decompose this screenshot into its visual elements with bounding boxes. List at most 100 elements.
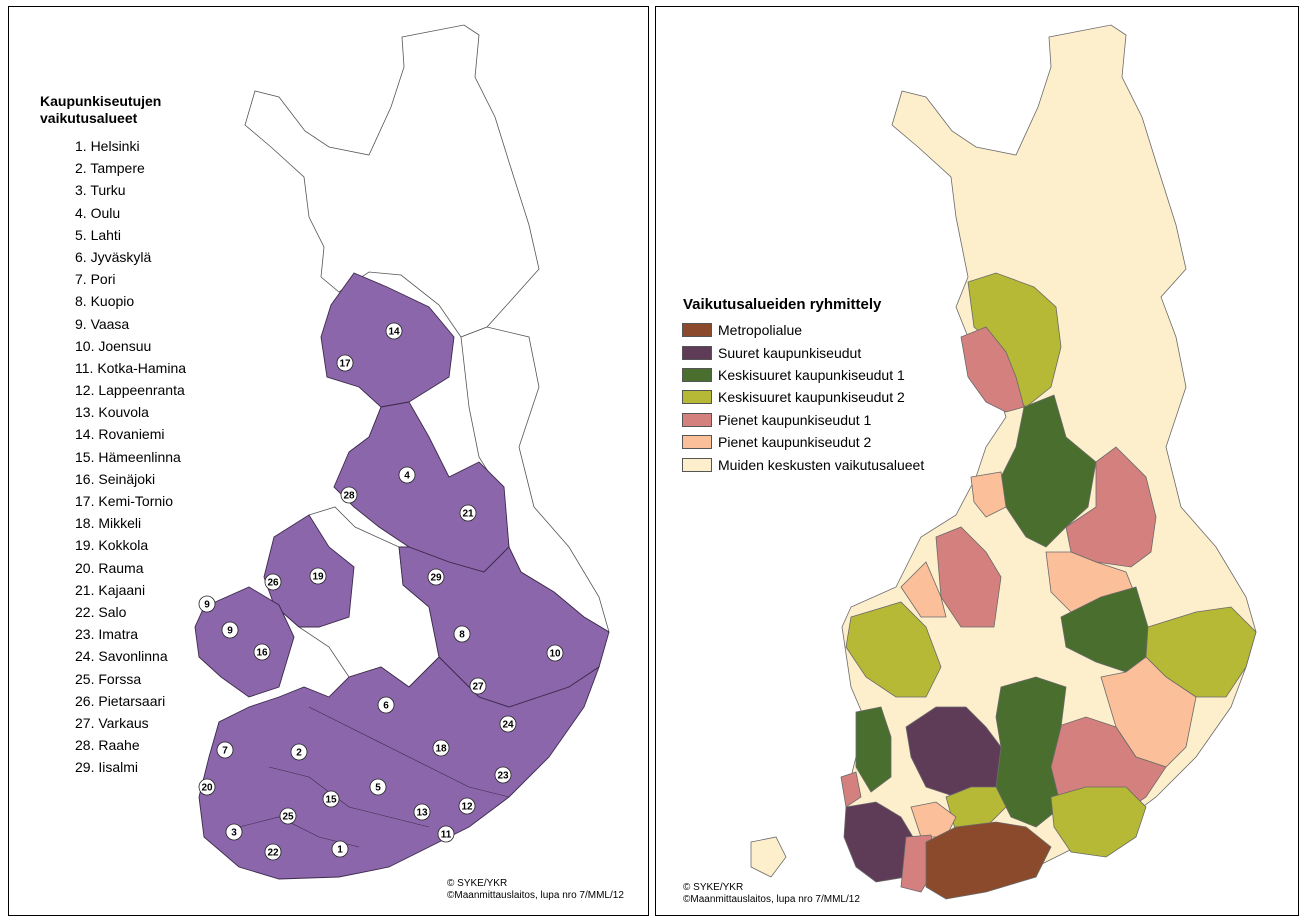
list-item: 14. Rovaniemi — [75, 426, 165, 443]
region-borders — [238, 406, 510, 848]
list-item: 29. Iisalmi — [75, 759, 139, 776]
legend-label: Pienet kaupunkiseudut 1 — [718, 411, 872, 428]
svg-text:1: 1 — [337, 845, 343, 856]
svg-text:21: 21 — [462, 509, 474, 520]
legend-item: Keskisuuret kaupunkiseudut 2 — [682, 386, 924, 408]
right-map-panel: Vaikutusalueiden ryhmittely Metropolialu… — [655, 6, 1299, 916]
svg-text:13: 13 — [416, 808, 428, 819]
legend-label: Keskisuuret kaupunkiseudut 1 — [718, 366, 905, 383]
list-item: 12. Lappeenranta — [75, 382, 185, 399]
area-small-2 — [900, 561, 947, 618]
svg-text:8: 8 — [459, 630, 465, 641]
svg-text:5: 5 — [375, 783, 381, 794]
legend-label: Keskisuuret kaupunkiseudut 2 — [718, 389, 905, 406]
svg-text:14: 14 — [388, 327, 400, 338]
list-item: 2. Tampere — [75, 160, 145, 177]
area-small-1 — [935, 526, 1002, 628]
svg-text:10: 10 — [549, 649, 561, 660]
svg-text:15: 15 — [325, 795, 337, 806]
svg-text:23: 23 — [497, 771, 509, 782]
area-mid-2 — [845, 601, 942, 698]
list-item: 17. Kemi-Tornio — [75, 493, 174, 509]
legend-swatch — [682, 345, 712, 360]
svg-text:12: 12 — [461, 802, 473, 813]
svg-text:25: 25 — [282, 812, 294, 823]
svg-text:3: 3 — [231, 828, 237, 839]
area-mid-1 — [995, 676, 1067, 828]
legend-item: Pienet kaupunkiseudut 2 — [682, 431, 924, 453]
legend-label: Metropolialue — [718, 322, 803, 339]
grouping-areas — [750, 24, 1257, 900]
list-item: 27. Varkaus — [75, 714, 149, 731]
svg-text:9: 9 — [227, 626, 233, 637]
finland-map-grouping — [750, 24, 1257, 900]
list-item: 28. Raahe — [75, 737, 140, 754]
list-item: 15. Hämeenlinna — [75, 448, 181, 465]
legend-item: Metropolialue — [682, 319, 924, 341]
area-mid-1 — [855, 706, 892, 793]
list-item: 19. Kokkola — [75, 537, 149, 554]
left-map-panel: 14 17 4 28 21 29 26 19 9 9 16 8 10 27 6 … — [8, 6, 649, 916]
legend-item: Keskisuuret kaupunkiseudut 1 — [682, 364, 924, 386]
legend-label: Pienet kaupunkiseudut 2 — [718, 434, 872, 451]
area-small-2 — [910, 801, 957, 838]
list-item: 1. Helsinki — [75, 138, 140, 154]
finland-map-influence-areas: 14 17 4 28 21 29 26 19 9 9 16 8 10 27 6 … — [194, 24, 610, 880]
list-item: 9. Vaasa — [75, 315, 130, 332]
list-item: 5. Lahti — [75, 226, 121, 243]
list-item: 13. Kouvola — [75, 404, 149, 421]
svg-text:17: 17 — [339, 359, 351, 370]
list-item: 26. Pietarsaari — [75, 692, 166, 709]
influence-areas — [194, 272, 610, 880]
legend-title: Vaikutusalueiden ryhmittely — [683, 296, 882, 313]
legend-swatch — [682, 323, 712, 338]
list-item: 23. Imatra — [75, 626, 139, 643]
svg-text:11: 11 — [441, 830, 452, 841]
svg-text:27: 27 — [472, 682, 484, 693]
area-other — [750, 836, 787, 878]
map-number-markers: 14 17 4 28 21 29 26 19 9 9 16 8 10 27 6 … — [198, 322, 564, 861]
legend-swatch — [682, 390, 712, 405]
svg-text:26: 26 — [267, 578, 279, 589]
svg-text:20: 20 — [201, 783, 213, 794]
svg-text:6: 6 — [383, 701, 389, 712]
list-item: 7. Pori — [75, 271, 116, 288]
svg-text:24: 24 — [502, 720, 514, 731]
list-item: 20. Rauma — [75, 559, 144, 576]
grouping-legend: Metropolialue Suuret kaupunkiseudut Kesk… — [682, 319, 924, 476]
legend-swatch — [682, 412, 712, 427]
copyright-line: © SYKE/YKR — [683, 882, 744, 893]
svg-text:7: 7 — [222, 746, 228, 757]
area-large — [905, 706, 1002, 798]
svg-text:9: 9 — [204, 600, 210, 611]
svg-text:22: 22 — [267, 848, 279, 859]
area-mid-2 — [1050, 786, 1147, 858]
legend-swatch — [682, 457, 712, 472]
area-metro — [925, 821, 1052, 900]
list-item: 8. Kuopio — [75, 293, 135, 310]
legend-item: Suuret kaupunkiseudut — [682, 341, 924, 363]
legend-item: Muiden keskusten vaikutusalueet — [682, 453, 924, 475]
list-item: 6. Jyväskylä — [75, 248, 152, 265]
list-item: 11. Kotka-Hamina — [75, 359, 187, 376]
area-mid-1 — [1000, 394, 1097, 548]
svg-text:29: 29 — [430, 573, 442, 584]
list-item: 10. Joensuu — [75, 337, 152, 354]
list-item: 21. Kajaani — [75, 581, 146, 598]
copyright-notice: © SYKE/YKR ©Maanmittauslaitos, lupa nro … — [683, 882, 860, 906]
region-list: 1. Helsinki 2. Tampere 3. Turku 4. Oulu … — [75, 135, 186, 778]
list-item: 25. Forssa — [75, 670, 142, 687]
legend-swatch — [682, 435, 712, 450]
legend-item: Pienet kaupunkiseudut 1 — [682, 409, 924, 431]
legend-swatch — [682, 367, 712, 382]
list-item: 4. Oulu — [75, 204, 121, 221]
area-small-1 — [840, 771, 862, 808]
legend-label: Suuret kaupunkiseudut — [718, 344, 862, 361]
copyright-notice: © SYKE/YKR ©Maanmittauslaitos, lupa nro … — [447, 878, 624, 902]
list-item: 24. Savonlinna — [75, 648, 168, 665]
svg-text:28: 28 — [343, 491, 355, 502]
list-item: 16. Seinäjoki — [75, 470, 156, 487]
svg-text:19: 19 — [312, 572, 324, 583]
list-item: 18. Mikkeli — [75, 515, 142, 532]
copyright-line: © SYKE/YKR — [447, 878, 508, 889]
